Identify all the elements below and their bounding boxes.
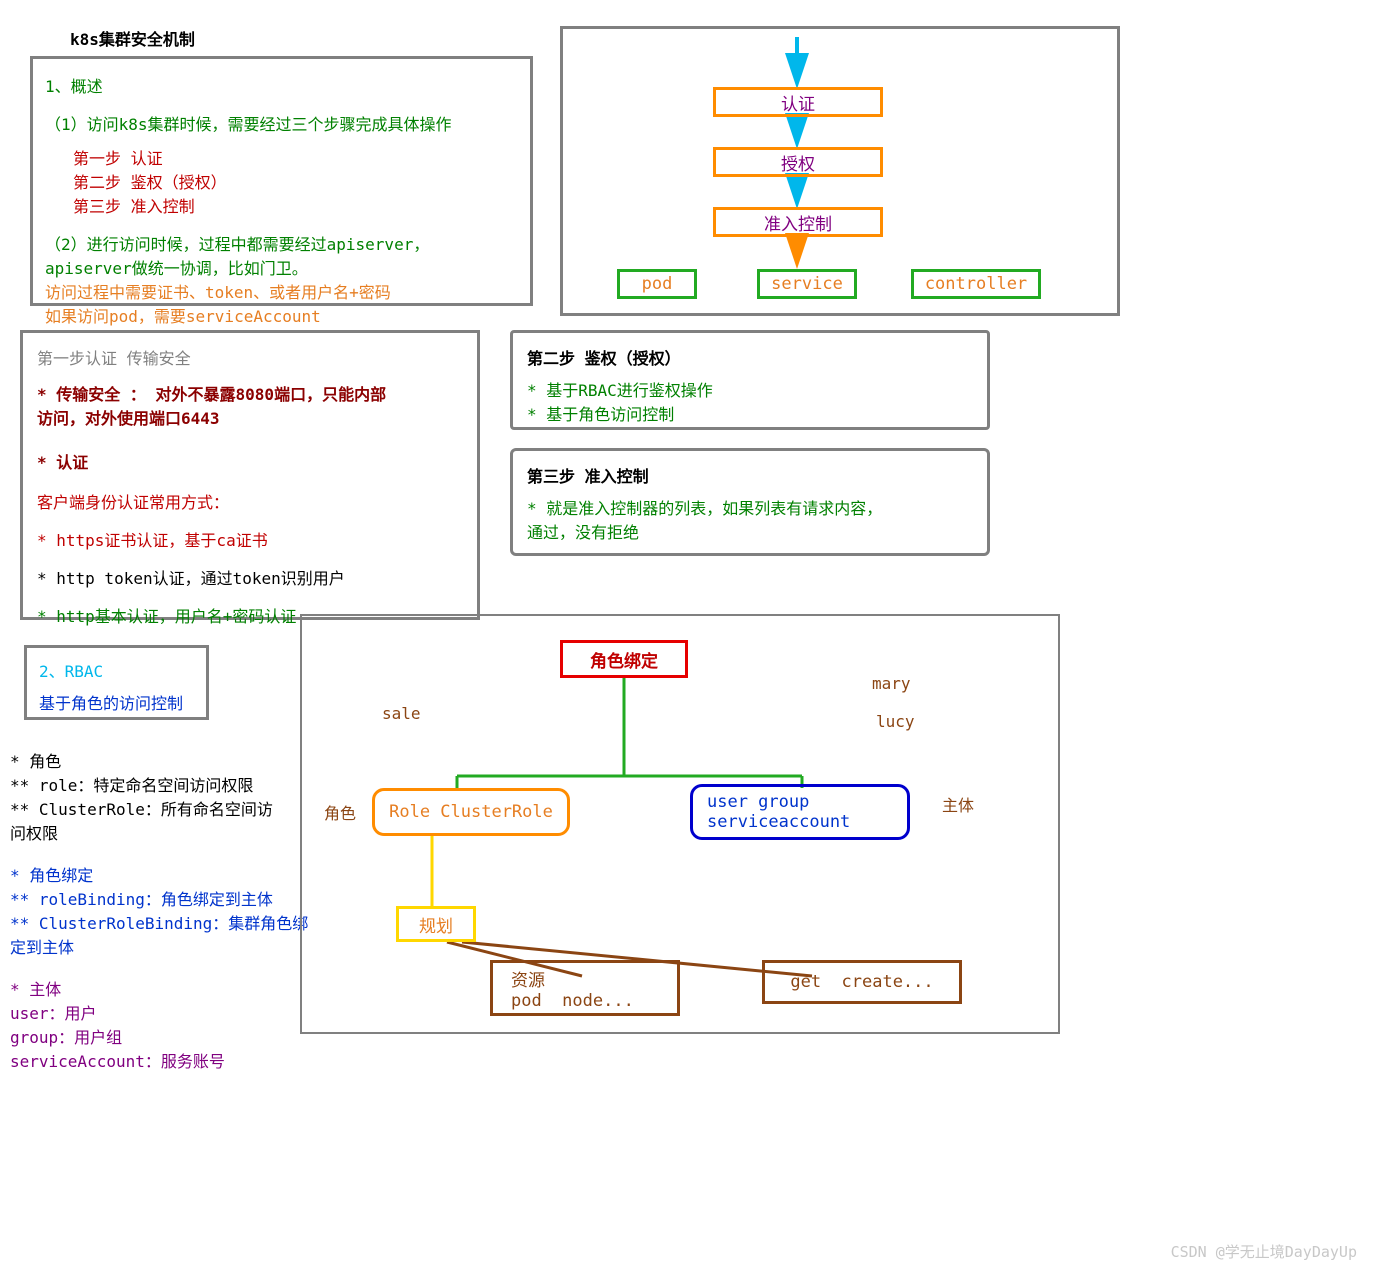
label-mary: mary	[872, 674, 911, 693]
node-subject: user group serviceaccount	[690, 784, 910, 840]
defs-bind-2: ** ClusterRoleBinding：集群角色绑	[10, 910, 310, 934]
step1-l1: * 传输安全 ： 对外不暴露8080端口，只能内部	[37, 381, 463, 405]
rbac-diagram: 角色绑定 sale mary lucy 角色 主体 Role ClusterRo…	[300, 614, 1060, 1034]
overview-p2a: （2）进行访问时候，过程中都需要经过apiserver，	[45, 231, 518, 255]
step2-title: 第二步 鉴权（授权）	[527, 345, 973, 369]
flow-leaf-service-label: service	[771, 274, 843, 294]
defs-role-2: ** ClusterRole：所有命名空间访	[10, 796, 310, 820]
overview-p3a: 访问过程中需要证书、token、或者用户名+密码	[45, 279, 518, 303]
node-subject-l1: user group	[707, 792, 809, 812]
node-role-label: Role ClusterRole	[389, 802, 553, 822]
flow-node-admission-label: 准入控制	[764, 210, 832, 235]
step3-title: 第三步 准入控制	[527, 463, 973, 487]
node-subject-l2: serviceaccount	[707, 812, 850, 832]
step1-box: 第一步认证 传输安全 * 传输安全 ： 对外不暴露8080端口，只能内部 访问，…	[20, 330, 480, 620]
label-sale: sale	[382, 704, 421, 723]
flow-diagram-top: 认证 授权 准入控制 pod service controller	[560, 26, 1120, 316]
node-role: Role ClusterRole	[372, 788, 570, 836]
node-verbs: get create...	[762, 960, 962, 1004]
flow-node-authz: 授权	[713, 147, 883, 177]
label-subject: 主体	[942, 792, 974, 816]
defs-bind-1: ** roleBinding：角色绑定到主体	[10, 886, 310, 910]
node-role-binding-label: 角色绑定	[590, 647, 658, 672]
flow-node-auth: 认证	[713, 87, 883, 117]
label-lucy: lucy	[876, 712, 915, 731]
rbac-l1: 2、RBAC	[39, 658, 194, 682]
step3-l1: * 就是准入控制器的列表，如果列表有请求内容，	[527, 495, 973, 519]
node-rule: 规划	[396, 906, 476, 942]
step1-l2: * 认证	[37, 449, 463, 473]
overview-p1: （1）访问k8s集群时候，需要经过三个步骤完成具体操作	[45, 111, 518, 135]
step3-box: 第三步 准入控制 * 就是准入控制器的列表，如果列表有请求内容， 通过，没有拒绝	[510, 448, 990, 556]
defs-subj-1: user：用户	[10, 1000, 310, 1024]
flow-leaf-pod: pod	[617, 269, 697, 299]
overview-p2b: apiserver做统一协调，比如门卫。	[45, 255, 518, 279]
overview-h1: 1、概述	[45, 73, 518, 97]
overview-p3b: 如果访问pod，需要serviceAccount	[45, 303, 518, 327]
overview-box: 1、概述 （1）访问k8s集群时候，需要经过三个步骤完成具体操作 第一步 认证 …	[30, 56, 533, 306]
node-role-binding: 角色绑定	[560, 640, 688, 678]
step1-title: 第一步认证 传输安全	[37, 345, 463, 369]
step2-box: 第二步 鉴权（授权） * 基于RBAC进行鉴权操作 * 基于角色访问控制	[510, 330, 990, 430]
flow-node-admission: 准入控制	[713, 207, 883, 237]
step1-l3: 客户端身份认证常用方式：	[37, 489, 463, 513]
watermark: CSDN @学无止境DayDayUp	[1171, 1241, 1357, 1262]
step2-l2: * 基于角色访问控制	[527, 401, 973, 425]
overview-step2: 第二步 鉴权（授权）	[73, 169, 518, 193]
rbac-defs: * 角色 ** role：特定命名空间访问权限 ** ClusterRole：所…	[10, 748, 310, 1072]
defs-role-1: ** role：特定命名空间访问权限	[10, 772, 310, 796]
node-verbs-label: get create...	[790, 972, 933, 992]
defs-subj-h: * 主体	[10, 976, 310, 1000]
label-role: 角色	[324, 800, 356, 824]
step1-l1b: 访问，对外使用端口6443	[37, 405, 463, 429]
flow-leaf-service: service	[757, 269, 857, 299]
node-resource-l2: pod node...	[511, 991, 634, 1011]
overview-step3: 第三步 准入控制	[73, 193, 518, 217]
step1-l4: * https证书认证，基于ca证书	[37, 527, 463, 551]
node-resource-l1: 资源	[511, 966, 545, 991]
flow-leaf-pod-label: pod	[642, 274, 673, 294]
rbac-box: 2、RBAC 基于角色的访问控制	[24, 645, 209, 720]
flow-node-authz-label: 授权	[781, 150, 815, 175]
defs-role-2b: 问权限	[10, 820, 310, 844]
rbac-l2: 基于角色的访问控制	[39, 690, 194, 714]
defs-bind-h: * 角色绑定	[10, 862, 310, 886]
flow-node-auth-label: 认证	[781, 90, 815, 115]
defs-role-h: * 角色	[10, 748, 310, 772]
flow-leaf-controller: controller	[911, 269, 1041, 299]
step3-l2: 通过，没有拒绝	[527, 519, 973, 543]
node-resource: 资源 pod node...	[490, 960, 680, 1016]
step1-l5: * http token认证，通过token识别用户	[37, 565, 463, 589]
defs-bind-2b: 定到主体	[10, 934, 310, 958]
flow-leaf-controller-label: controller	[925, 274, 1027, 294]
step2-l1: * 基于RBAC进行鉴权操作	[527, 377, 973, 401]
defs-subj-3: serviceAccount：服务账号	[10, 1048, 310, 1072]
page-title: k8s集群安全机制	[70, 26, 195, 50]
defs-subj-2: group：用户组	[10, 1024, 310, 1048]
overview-step1: 第一步 认证	[73, 145, 518, 169]
node-rule-label: 规划	[419, 912, 453, 937]
